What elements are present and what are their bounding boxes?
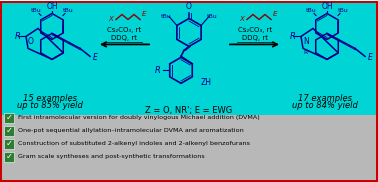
Text: ZH: ZH [201,78,212,87]
Text: Cs₂CO₃, rt: Cs₂CO₃, rt [238,27,272,33]
Text: R': R' [303,50,309,55]
Text: First intramolecular version for doubly vinylogous Michael addition (DVMA): First intramolecular version for doubly … [18,115,260,120]
FancyBboxPatch shape [2,3,376,115]
Text: N: N [303,37,309,46]
Text: tBu: tBu [306,9,316,13]
Text: E: E [142,11,146,17]
Text: X: X [240,17,244,22]
Text: up to 84% yield: up to 84% yield [292,101,358,110]
Text: E: E [368,53,373,62]
Text: OH: OH [46,3,58,11]
Text: tBu: tBu [161,14,171,19]
Text: ✓: ✓ [6,152,12,161]
Text: 17 examples: 17 examples [298,94,352,103]
Text: 15 examples: 15 examples [23,94,77,103]
Text: tBu: tBu [63,9,73,13]
FancyBboxPatch shape [4,126,14,136]
Text: up to 85% yield: up to 85% yield [17,101,83,110]
Text: ✓: ✓ [6,139,12,148]
FancyBboxPatch shape [4,152,14,162]
Text: Construction of substituted 2-alkenyl indoles and 2-alkenyl benzofurans: Construction of substituted 2-alkenyl in… [18,141,250,146]
FancyBboxPatch shape [4,113,14,123]
FancyBboxPatch shape [2,115,376,180]
Text: tBu: tBu [31,9,41,13]
Text: Gram scale syntheses and post-synthetic transformations: Gram scale syntheses and post-synthetic … [18,154,205,159]
FancyBboxPatch shape [4,139,14,149]
Text: One-pot sequential allylation–intramolecular DVMA and aromatization: One-pot sequential allylation–intramolec… [18,128,244,133]
Text: R: R [155,66,161,75]
Text: ✓: ✓ [6,113,12,122]
Text: E: E [273,11,277,17]
Text: E: E [93,53,98,62]
Text: Cs₂CO₃, rt: Cs₂CO₃, rt [107,27,141,33]
Text: tBu: tBu [207,14,217,19]
Text: O: O [186,3,192,11]
Text: ✓: ✓ [6,126,12,135]
Text: R: R [290,32,296,41]
Text: OH: OH [321,3,333,11]
Text: Z = O, NR'; E = EWG: Z = O, NR'; E = EWG [146,106,232,115]
Text: DDQ, rt: DDQ, rt [242,35,268,41]
Text: O: O [28,37,34,46]
Text: DDQ, rt: DDQ, rt [111,35,137,41]
Text: tBu: tBu [338,9,349,13]
Text: R: R [15,32,21,41]
Text: X: X [108,17,113,22]
